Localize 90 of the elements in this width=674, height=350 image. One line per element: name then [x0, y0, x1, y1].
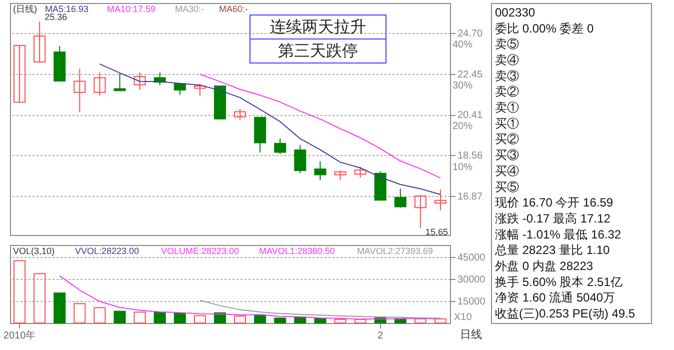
- line-series: [199, 74, 441, 178]
- bar: [294, 316, 306, 324]
- bar: [194, 315, 206, 324]
- annotation: 25.36: [44, 12, 68, 22]
- text: 外盘 0 内盘 28223: [495, 258, 594, 273]
- text: 买①: [495, 116, 519, 130]
- text: 换手 5.60% 股本 2.51亿: [495, 274, 622, 289]
- text: 卖⑤: [495, 37, 519, 52]
- annotation: MA5:16.93: [45, 4, 89, 14]
- candlestick: [14, 45, 26, 103]
- y2-tick-label: 10%: [452, 162, 473, 173]
- candlestick: [234, 108, 246, 120]
- bar: [54, 292, 66, 324]
- text: 买④: [495, 164, 519, 178]
- x-tick-label: 2010年: [3, 330, 36, 342]
- candlestick: [394, 188, 406, 208]
- bar: [174, 312, 186, 324]
- text: 日线: [460, 328, 482, 341]
- candlestick: [134, 72, 146, 90]
- annotation: MAVOL2:27393.69: [357, 246, 433, 256]
- text: 卖①: [495, 100, 519, 115]
- annotation: 第三天跌停: [278, 43, 358, 60]
- y-tick-label: 16.87: [458, 192, 483, 203]
- bar: [314, 318, 326, 324]
- bar: [354, 318, 366, 324]
- y-tick-label: 24.70: [458, 28, 483, 40]
- text: 卖④: [495, 53, 519, 68]
- bar: [114, 310, 126, 324]
- bar: [74, 303, 86, 324]
- annotation: MAVOL1:28380.50: [259, 246, 335, 256]
- y-tick-label: 45000: [458, 252, 486, 264]
- candlestick: [294, 144, 306, 174]
- candlestick: [114, 73, 126, 92]
- text: 卖③: [495, 68, 519, 83]
- text: 涨跌 -0.17 最高 17.12: [495, 211, 611, 226]
- annotation: VOLUME:28223.00: [161, 246, 240, 256]
- bar: [94, 307, 106, 324]
- candlestick: [194, 83, 206, 96]
- candlestick: [274, 138, 286, 154]
- annotation: MA10:17.59: [107, 4, 156, 14]
- bar: [254, 314, 266, 324]
- text: 买③: [495, 148, 519, 162]
- text: 买⑤: [495, 180, 519, 194]
- candlestick: [354, 166, 366, 178]
- candlestick: [34, 21, 46, 63]
- candlestick: [434, 189, 446, 211]
- text: 收益(三)0.253 PE(动) 49.5: [495, 306, 636, 320]
- text: 涨幅 -1.01% 最低 16.32: [495, 227, 622, 242]
- y-tick-label: 22.45: [458, 69, 483, 80]
- x-tick-label: 2: [378, 330, 384, 342]
- bar: [334, 318, 346, 324]
- annotation: MA60:-: [219, 4, 248, 14]
- text: 现价 16.70 今开 16.59: [495, 196, 614, 210]
- y2-tick-label: 20%: [452, 121, 473, 132]
- annotation: VVOL:28223.00: [75, 246, 140, 256]
- annotation: 15.65: [425, 227, 448, 238]
- bar: [134, 312, 146, 324]
- bar: [34, 273, 46, 324]
- y-tick-label: 20.41: [458, 110, 483, 122]
- candlestick: [314, 160, 326, 181]
- y2-tick-label: 30%: [452, 80, 473, 92]
- candlestick: [94, 72, 106, 96]
- annotation: 连续两天拉升: [270, 18, 366, 36]
- candlestick: [414, 194, 426, 229]
- bar: [434, 318, 446, 324]
- candlestick: [74, 68, 86, 113]
- bar: [14, 260, 26, 324]
- y2-tick-label: 40%: [452, 40, 473, 51]
- annotation: VOL(3,10): [13, 246, 55, 256]
- text: 买②: [495, 132, 519, 146]
- candlestick: [334, 170, 346, 181]
- bar: [234, 316, 246, 324]
- text: 净资 1.60 流通 5040万: [495, 290, 616, 305]
- bar: [154, 312, 166, 324]
- text: 委比 0.00% 委差 0: [495, 21, 594, 36]
- line-series: [59, 275, 441, 320]
- line-series: [99, 63, 441, 196]
- text: 002330: [495, 6, 536, 20]
- bar: [214, 312, 226, 324]
- bar: [274, 318, 286, 324]
- y-tick-label: 18.56: [458, 150, 483, 162]
- annotation: MA30:-: [175, 4, 204, 14]
- y-tick-label: 15000: [458, 296, 486, 308]
- text: 卖②: [495, 84, 519, 99]
- line-series: [199, 300, 441, 319]
- bar: [414, 318, 426, 324]
- text: 总量 28223 量比 1.10: [494, 243, 610, 258]
- text: X10: [454, 312, 472, 323]
- annotation: (日线): [13, 4, 37, 14]
- y-tick-label: 30000: [458, 274, 486, 286]
